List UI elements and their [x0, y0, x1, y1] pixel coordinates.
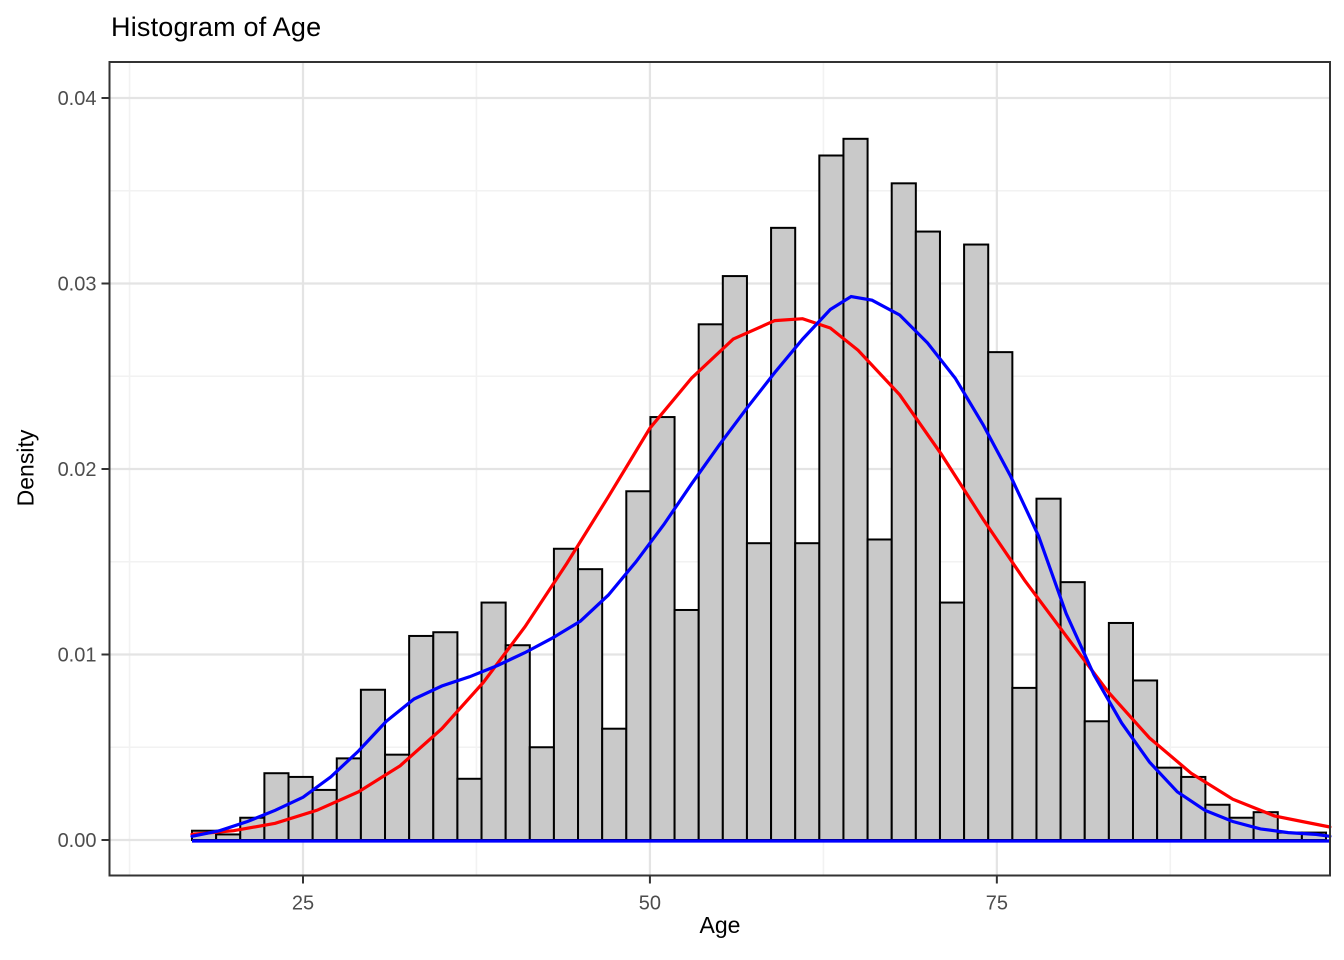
histogram-bar — [866, 538, 893, 841]
histogram-bar — [673, 608, 700, 841]
histogram-bar — [1204, 803, 1231, 842]
histogram-bar — [432, 631, 459, 841]
histogram-bar — [577, 568, 604, 841]
histogram-bar — [890, 182, 917, 841]
histogram-bar — [601, 727, 628, 842]
histogram-bar — [842, 137, 869, 841]
histogram-bar — [215, 833, 242, 841]
histogram-bar — [480, 601, 507, 841]
x-axis-title: Age — [699, 912, 741, 938]
histogram-bar — [456, 777, 483, 841]
histogram-bar — [794, 542, 821, 841]
histogram-bar — [963, 243, 990, 842]
histogram-bar — [721, 275, 748, 841]
histogram-bar — [770, 226, 797, 842]
histogram-bar — [1131, 679, 1159, 841]
y-axis-tick-label: 0.03 — [58, 274, 97, 296]
histogram-bar — [287, 775, 314, 841]
histogram-bar — [1011, 686, 1038, 842]
histogram-bar — [1059, 581, 1086, 842]
y-axis-tick-label: 0.00 — [58, 830, 97, 852]
histogram-bar — [504, 644, 531, 841]
y-axis-tick-label: 0.04 — [58, 88, 97, 110]
histogram-bar — [359, 688, 387, 841]
kde-curve — [190, 294, 1332, 838]
histogram-bar — [1156, 766, 1183, 842]
x-axis-tick-label: 50 — [639, 893, 661, 915]
histogram-bar — [649, 416, 676, 841]
histogram-bar — [987, 351, 1014, 841]
histogram-bar — [1083, 720, 1110, 842]
chart-title: Histogram of Age — [111, 12, 322, 42]
histogram-bar — [914, 230, 941, 841]
y-axis-tick-label: 0.02 — [58, 459, 97, 481]
histogram-bar — [528, 746, 555, 841]
histogram-bar — [938, 601, 966, 841]
histogram-bar — [1035, 497, 1062, 841]
histogram-bar — [311, 788, 338, 841]
histogram-bar — [625, 490, 652, 841]
x-axis-tick-label: 25 — [292, 893, 314, 915]
histogram-bar — [697, 323, 724, 841]
y-axis-tick-label: 0.01 — [58, 645, 97, 667]
x-axis-tick-label: 75 — [986, 893, 1008, 915]
histogram-bar — [818, 154, 845, 841]
histogram-bar — [552, 547, 580, 841]
normal-curve — [190, 317, 1332, 837]
histogram-bar — [745, 542, 773, 841]
y-axis-title: Density — [12, 429, 39, 507]
